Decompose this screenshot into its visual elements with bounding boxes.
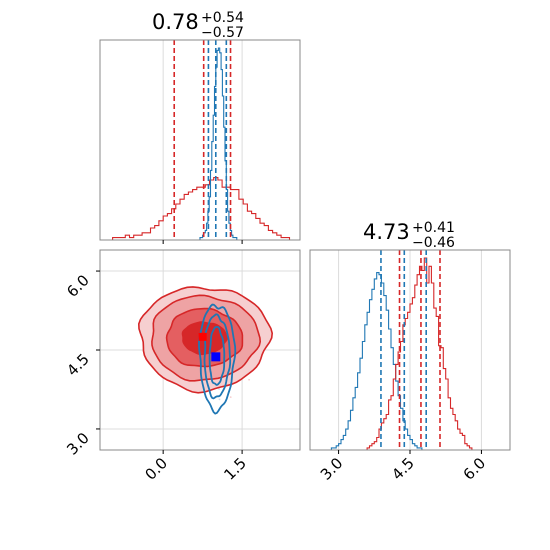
- title-param1: 0.78 +0.54 −0.57: [152, 10, 244, 41]
- title-param2-value: 4.73: [363, 220, 410, 244]
- joint-blue-sample: [218, 388, 221, 390]
- hist2-blue-line: [330, 272, 423, 450]
- joint-blue-contour-0: [198, 303, 237, 415]
- joint-red-sample: [229, 396, 232, 398]
- tick-label-x-param2-1: 4.5: [388, 454, 418, 484]
- panel-hist-param2: [309, 249, 511, 454]
- title-param1-minus: −0.57: [201, 25, 244, 41]
- joint-blue-sample: [218, 398, 221, 401]
- hist2-red-line: [366, 257, 473, 450]
- tick-label-x-param2-2: 6.0: [460, 454, 490, 484]
- joint-red-marker: [198, 332, 207, 341]
- title-param1-value: 0.78: [152, 10, 199, 34]
- tick-label-x-param1-0: 0.0: [141, 454, 171, 484]
- tick-label-y-param2-2: 6.0: [63, 271, 93, 301]
- panel-joint: [96, 249, 301, 454]
- joint-blue-marker: [211, 352, 221, 362]
- hist1-frame: [99, 39, 301, 241]
- hist1-content: [112, 40, 294, 240]
- hist2-content: [330, 250, 482, 450]
- joint-blue-contour-2: [208, 326, 226, 386]
- hist1-red-line: [112, 177, 294, 240]
- title-param2-plus: +0.41: [412, 220, 455, 236]
- joint-blue-contour-1: [203, 313, 232, 400]
- title-param2: 4.73 +0.41 −0.46: [363, 220, 455, 251]
- hist1-blue-line: [199, 47, 238, 240]
- joint-red-sample: [248, 378, 251, 381]
- tick-label-x-param2-0: 3.0: [317, 454, 347, 484]
- joint-content: [100, 250, 300, 450]
- tick-label-x-param1-1: 1.5: [220, 454, 250, 484]
- title-param1-plus: +0.54: [201, 10, 244, 26]
- panel-hist-param1: [99, 39, 301, 244]
- tick-label-y-param2-0: 3.0: [63, 429, 93, 459]
- tick-label-y-param2-1: 4.5: [63, 350, 93, 380]
- title-param2-minus: −0.46: [412, 235, 455, 251]
